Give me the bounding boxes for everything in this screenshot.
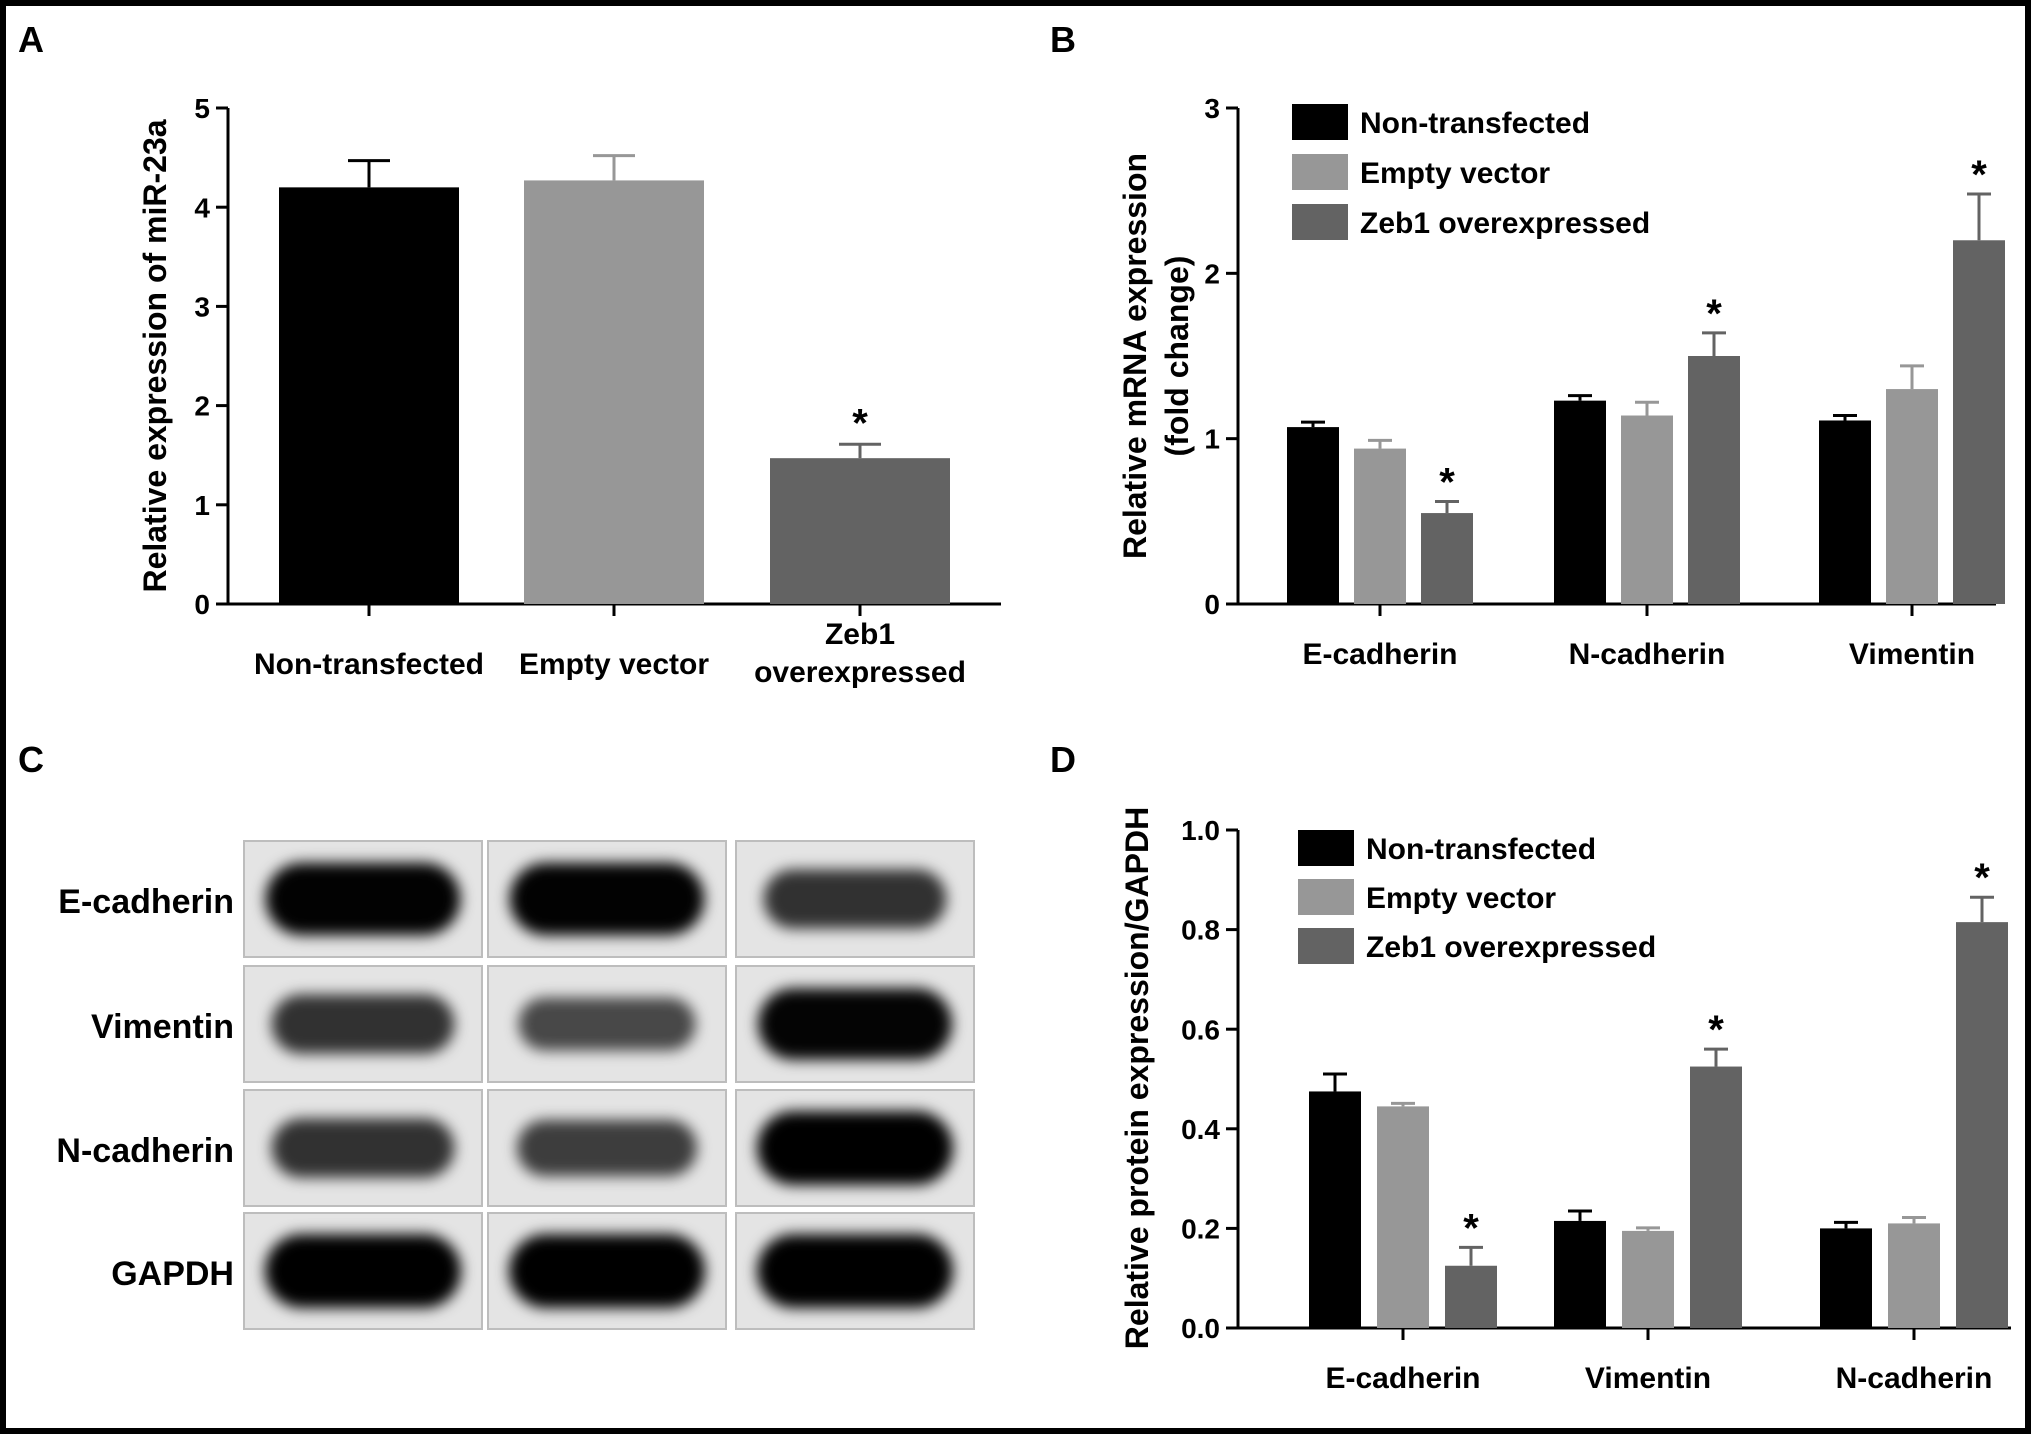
figure-canvas: A 0 1 2 3 4 5 Relative expression of miR-23a Non… — [18, 19, 2011, 1395]
x-tick-label: Vimentin — [1585, 1362, 1711, 1395]
y-tick-label: 1 — [194, 490, 210, 521]
blot-row-label: GAPDH — [111, 1255, 234, 1293]
blot-band — [757, 1234, 953, 1308]
bar — [770, 458, 950, 604]
bar — [1309, 1091, 1361, 1328]
y-tick-label: 0 — [1204, 589, 1220, 620]
panel-d-chart: D 0.0 0.2 0.4 0.6 0.8 1.0 Relative protein expr… — [1050, 739, 2011, 1395]
panel-a-chart: A 0 1 2 3 4 5 Relative expression of miR-23a Non… — [18, 19, 1001, 689]
bar — [1621, 415, 1673, 604]
bar — [1445, 1265, 1497, 1328]
y-tick-label: 3 — [194, 291, 210, 322]
blot-row-label: N-cadherin — [56, 1132, 234, 1170]
blot-band — [509, 1234, 705, 1308]
x-tick-label: Non-transfected — [254, 648, 484, 681]
panel-label: A — [18, 19, 44, 60]
x-tick-label: Zeb1 — [825, 618, 895, 651]
blot-band — [265, 862, 461, 936]
bar — [1377, 1106, 1429, 1328]
bar — [1622, 1230, 1674, 1328]
bar — [1354, 448, 1406, 604]
legend-swatch — [1298, 928, 1354, 964]
blot-band — [757, 1111, 953, 1185]
y-tick-label: 4 — [194, 192, 210, 223]
bar — [1956, 922, 2008, 1328]
bar — [279, 187, 459, 605]
bar — [1953, 240, 2005, 604]
y-tick-label: 5 — [194, 93, 210, 124]
legend-swatch — [1292, 204, 1348, 240]
figure-frame: A 0 1 2 3 4 5 Relative expression of miR-23a Non… — [6, 6, 2025, 1428]
bar — [1888, 1223, 1940, 1328]
blot-row-label: E-cadherin — [58, 883, 234, 921]
blot-band — [271, 994, 455, 1054]
y-tick-label: 0.0 — [1181, 1313, 1220, 1344]
y-tick-label: 0.6 — [1181, 1014, 1220, 1045]
y-axis-label: Relative expression of miR-23a — [137, 119, 173, 592]
legend-swatch — [1298, 830, 1354, 866]
legend-swatch — [1298, 879, 1354, 915]
y-tick-label: 0.2 — [1181, 1213, 1220, 1244]
panel-b-chart: B 0 1 2 3 Relative mRNA expression (fold chang… — [1050, 19, 2005, 671]
y-tick-label: 0 — [194, 589, 210, 620]
blot-band — [758, 988, 952, 1060]
significance-marker: * — [852, 401, 868, 445]
significance-marker: * — [1463, 1206, 1479, 1250]
legend-label: Non-transfected — [1360, 107, 1590, 140]
blot-band — [763, 869, 947, 929]
y-tick-label: 1 — [1204, 424, 1220, 455]
y-axis-label: (fold change) — [1159, 256, 1195, 457]
bar — [1554, 400, 1606, 604]
significance-marker: * — [1971, 153, 1987, 197]
significance-marker: * — [1439, 460, 1455, 504]
bar — [1287, 427, 1339, 604]
y-axis-label: Relative protein expression/GAPDH — [1119, 807, 1155, 1349]
x-tick-label: E-cadherin — [1302, 638, 1457, 671]
legend-label: Empty vector — [1360, 157, 1550, 190]
bar — [524, 180, 704, 604]
significance-marker: * — [1974, 856, 1990, 900]
x-tick-label: overexpressed — [754, 656, 966, 689]
panel-label: C — [18, 739, 44, 780]
bar — [1690, 1066, 1742, 1328]
y-tick-label: 1.0 — [1181, 815, 1220, 846]
x-tick-label: Vimentin — [1849, 638, 1975, 671]
legend-swatch — [1292, 154, 1348, 190]
panel-c-western-blot: C E-cadherin Vimentin N-cadherin GAPDH — [18, 739, 975, 1330]
significance-marker: * — [1708, 1008, 1724, 1052]
legend-label: Zeb1 overexpressed — [1366, 931, 1656, 964]
x-tick-label: N-cadherin — [1836, 1362, 1993, 1395]
y-tick-label: 0.8 — [1181, 915, 1220, 946]
bar — [1820, 1228, 1872, 1328]
blot-band — [509, 862, 705, 936]
legend-label: Zeb1 overexpressed — [1360, 207, 1650, 240]
y-tick-label: 2 — [194, 391, 210, 422]
bar — [1688, 356, 1740, 604]
panel-label: D — [1050, 739, 1076, 780]
bar — [1554, 1220, 1606, 1328]
x-tick-label: Empty vector — [519, 648, 709, 681]
bar — [1819, 420, 1871, 604]
bar — [1886, 389, 1938, 604]
significance-marker: * — [1706, 292, 1722, 336]
legend-label: Non-transfected — [1366, 833, 1596, 866]
y-tick-label: 0.4 — [1181, 1114, 1220, 1145]
y-tick-label: 2 — [1204, 258, 1220, 289]
legend-swatch — [1292, 104, 1348, 140]
blot-band — [271, 1118, 455, 1178]
bar — [1421, 513, 1473, 604]
blot-band — [518, 997, 696, 1051]
y-axis-label: Relative mRNA expression — [1117, 153, 1153, 559]
y-tick-label: 3 — [1204, 93, 1220, 124]
blot-band — [517, 1119, 697, 1177]
blot-row-label: Vimentin — [91, 1008, 234, 1046]
legend-label: Empty vector — [1366, 882, 1556, 915]
blot-band — [265, 1234, 461, 1308]
x-tick-label: N-cadherin — [1569, 638, 1726, 671]
panel-label: B — [1050, 19, 1076, 60]
x-tick-label: E-cadherin — [1325, 1362, 1480, 1395]
